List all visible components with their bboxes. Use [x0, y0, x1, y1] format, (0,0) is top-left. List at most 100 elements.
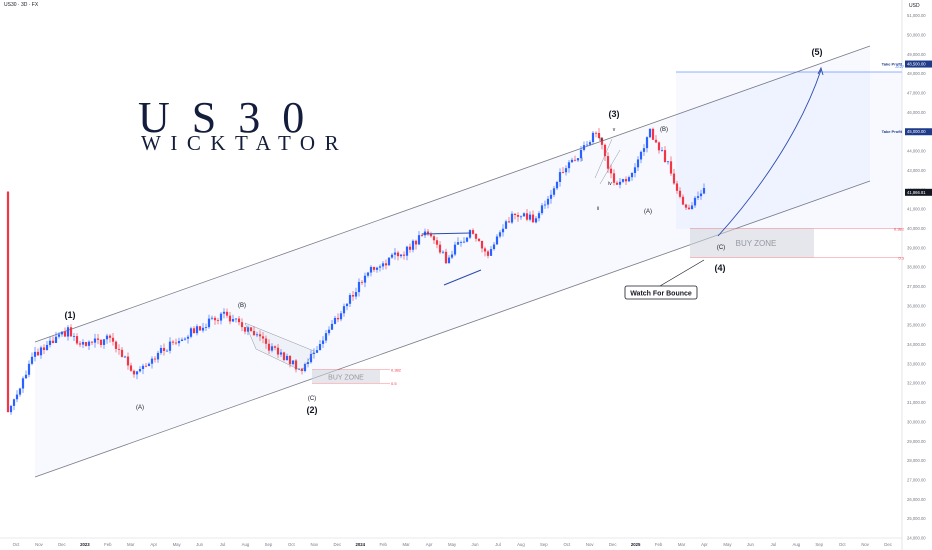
- candle-body: [672, 173, 676, 184]
- price-axis-layer: 51,000.00 50,000.00 49,000.00 48,000.00 47,0…: [882, 0, 932, 550]
- wave-guide: [599, 149, 621, 185]
- candle-body: [504, 221, 508, 229]
- candle-body: [399, 254, 403, 257]
- candle-body: [57, 334, 61, 337]
- candle-body: [144, 365, 148, 367]
- candle-body: [123, 356, 127, 358]
- take-profit-label: Take Profit: [882, 129, 903, 134]
- candle-body: [60, 331, 64, 335]
- candle-body: [702, 187, 706, 194]
- time-tick-label: Feb: [379, 542, 387, 547]
- candle-body: [135, 371, 139, 375]
- wave-label: (1): [65, 310, 76, 320]
- candle-body: [252, 330, 256, 336]
- candle-body: [534, 218, 538, 223]
- candle-body: [651, 128, 655, 140]
- candle-body: [525, 213, 529, 220]
- candle-body: [609, 168, 613, 174]
- candle-body: [117, 348, 121, 350]
- brand-title: US30: [138, 93, 327, 142]
- candle-body: [393, 252, 397, 255]
- candle-body: [363, 275, 367, 283]
- wave-label: (A): [136, 405, 144, 411]
- price-tick-label: 28,000.00: [907, 458, 926, 463]
- candle-body: [72, 336, 76, 337]
- time-tick-label: Dec: [333, 542, 341, 547]
- candle-body: [549, 194, 553, 199]
- candle-body: [531, 214, 535, 223]
- candle-body: [696, 196, 700, 198]
- callout-pointer: [659, 259, 705, 287]
- wave-label: (B): [238, 303, 246, 309]
- candle-body: [588, 142, 592, 145]
- candle-body: [207, 318, 211, 328]
- candle-body: [138, 368, 142, 372]
- candle-body: [75, 336, 79, 344]
- candle-body: [693, 197, 697, 206]
- candles-layer: [6, 127, 706, 415]
- price-tick-label: 30,000.00: [907, 419, 926, 424]
- candle-body: [297, 368, 301, 370]
- candle-body: [699, 193, 703, 197]
- time-tick-label: Mar: [678, 542, 686, 547]
- candle-body: [432, 236, 436, 241]
- symbol-label: US30 · 3D · FX: [4, 2, 39, 8]
- candle-body: [648, 128, 652, 138]
- time-tick-label: Jul: [495, 542, 501, 547]
- candle-body: [438, 244, 442, 253]
- time-tick-label: Sep: [815, 542, 823, 547]
- candle-body: [528, 214, 532, 220]
- candle-body: [333, 317, 337, 324]
- candle-body: [471, 230, 475, 234]
- time-tick-label: Jun: [472, 542, 480, 547]
- candle-body: [255, 334, 259, 336]
- buy-zone-label: BUY ZONE: [736, 239, 777, 248]
- candle-body: [417, 235, 421, 245]
- wave-label: i: [581, 157, 582, 163]
- candle-body: [66, 327, 70, 337]
- candle-body: [108, 335, 112, 338]
- price-tick-label: 31,000.00: [907, 400, 926, 405]
- candle-body: [480, 240, 484, 249]
- candle-body: [291, 360, 295, 365]
- candle-body: [537, 213, 541, 219]
- price-tick-label: 38,000.00: [907, 265, 926, 270]
- candle-body: [270, 346, 274, 351]
- candle-body: [111, 337, 115, 342]
- candle-body: [474, 233, 478, 239]
- candle-body: [189, 328, 193, 337]
- candle-body: [12, 399, 16, 406]
- candle-body: [462, 241, 466, 243]
- candle-body: [33, 351, 37, 357]
- price-tag: [905, 128, 932, 136]
- candle-body: [606, 156, 610, 169]
- candle-body: [45, 344, 49, 350]
- price-tag: [905, 188, 932, 196]
- candle-body: [336, 317, 340, 320]
- candle-body: [285, 355, 289, 361]
- candle-body: [225, 311, 229, 316]
- candle-body: [594, 132, 598, 134]
- candle-body: [210, 317, 214, 319]
- candle-body: [213, 317, 217, 321]
- candle-body: [159, 347, 163, 353]
- candle-body: [102, 339, 106, 345]
- price-tag-label: 41,866.81: [907, 190, 926, 195]
- time-tick-label: Oct: [563, 542, 570, 547]
- candle-body: [186, 336, 190, 339]
- candle-body: [411, 240, 415, 250]
- candle-body: [627, 177, 631, 182]
- price-tick-label: 41,000.00: [907, 207, 926, 212]
- price-tick-label: 50,000.00: [907, 33, 926, 38]
- candle-body: [132, 370, 136, 375]
- candle-body: [219, 313, 223, 321]
- price-tick-label: 32,000.00: [907, 381, 926, 386]
- candle-body: [645, 137, 649, 149]
- candle-body: [507, 221, 511, 223]
- time-tick-label: Mar: [402, 542, 410, 547]
- candle-body: [486, 251, 490, 256]
- pattern-line-top: [421, 232, 472, 235]
- candle-body: [90, 341, 94, 343]
- candle-body: [402, 254, 406, 256]
